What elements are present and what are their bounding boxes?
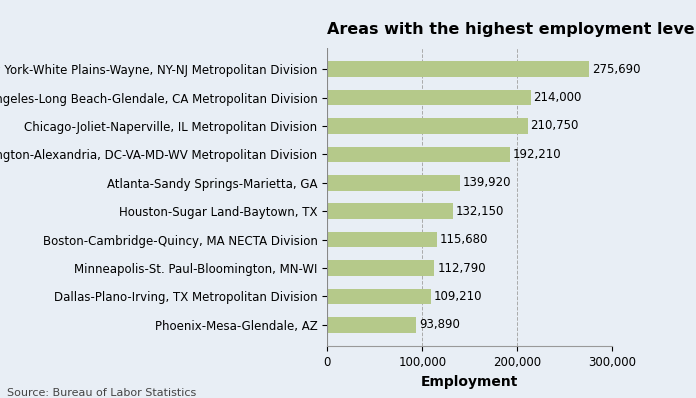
Text: 132,150: 132,150: [456, 205, 504, 218]
Text: Areas with the highest employment level for Management Occupations, May 2011: Areas with the highest employment level …: [327, 22, 696, 37]
Text: 192,210: 192,210: [513, 148, 562, 161]
Text: 109,210: 109,210: [434, 290, 482, 303]
Bar: [327, 232, 437, 248]
Bar: [327, 146, 510, 162]
Text: 115,680: 115,680: [440, 233, 489, 246]
Text: 139,920: 139,920: [463, 176, 512, 189]
Bar: [327, 118, 528, 134]
Bar: [327, 90, 530, 105]
Text: 93,890: 93,890: [419, 318, 460, 332]
X-axis label: Employment: Employment: [421, 375, 519, 388]
Text: 275,690: 275,690: [592, 62, 641, 76]
Bar: [327, 203, 453, 219]
Bar: [327, 61, 590, 77]
Text: Source: Bureau of Labor Statistics: Source: Bureau of Labor Statistics: [7, 388, 196, 398]
Bar: [327, 317, 416, 333]
Bar: [327, 175, 460, 191]
Text: 214,000: 214,000: [534, 91, 582, 104]
Bar: [327, 289, 431, 304]
Text: 112,790: 112,790: [437, 261, 486, 275]
Bar: [327, 260, 434, 276]
Text: 210,750: 210,750: [530, 119, 579, 133]
